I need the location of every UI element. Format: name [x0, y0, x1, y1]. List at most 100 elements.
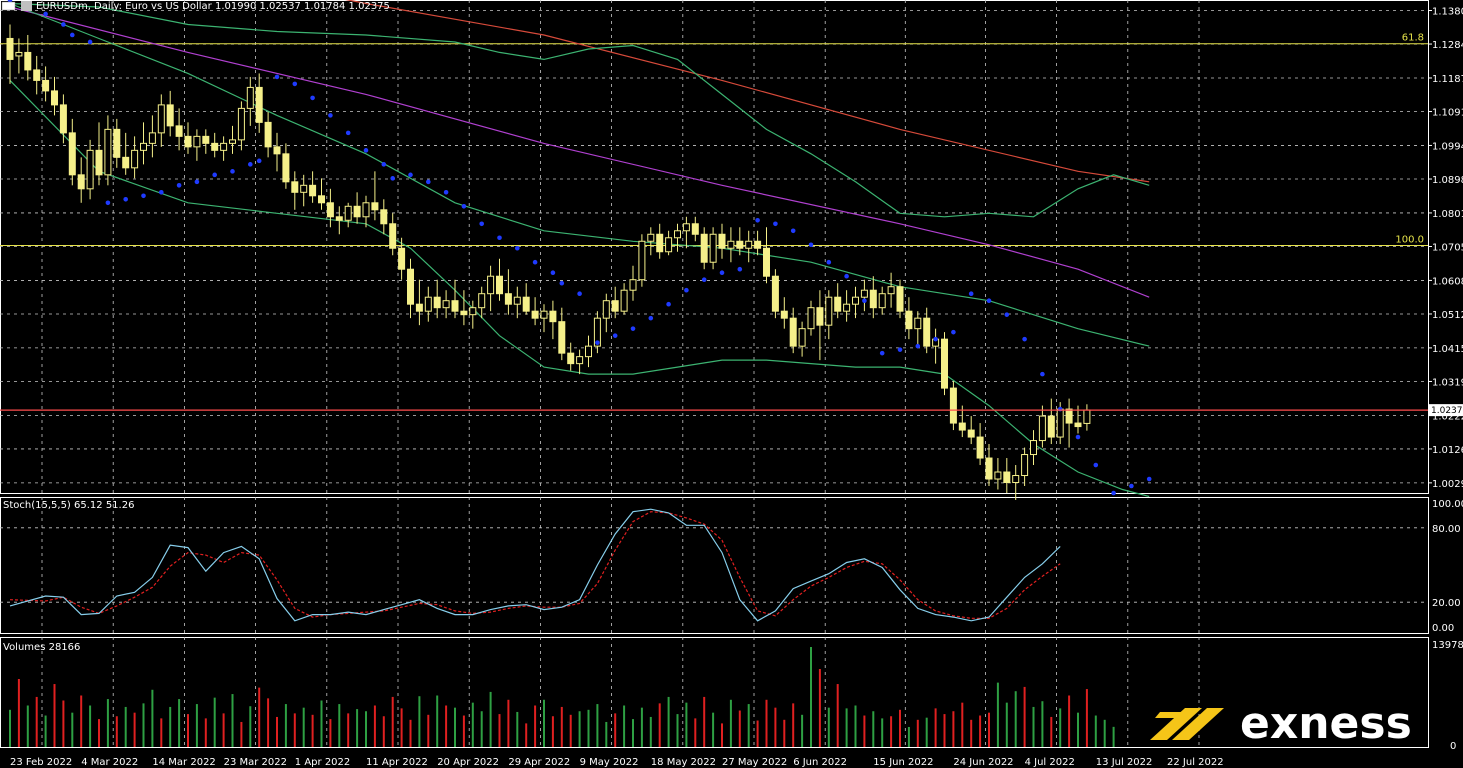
candle-body[interactable] — [994, 471, 1002, 480]
candle-body[interactable] — [709, 233, 717, 263]
candle-body[interactable] — [1056, 408, 1064, 438]
candle-body[interactable] — [398, 247, 406, 270]
candle-body[interactable] — [985, 457, 993, 480]
candle-body[interactable] — [763, 247, 770, 277]
candle-body[interactable] — [585, 345, 592, 358]
candle-body[interactable] — [674, 230, 681, 239]
stoch-signal-line[interactable] — [9, 511, 1061, 619]
candle-body[interactable] — [1012, 475, 1020, 484]
candle-body[interactable] — [380, 209, 388, 225]
candle-body[interactable] — [941, 338, 948, 389]
candle-body[interactable] — [175, 125, 183, 137]
candle-body[interactable] — [442, 300, 450, 309]
candle-body[interactable] — [68, 132, 76, 176]
candle-body[interactable] — [789, 317, 797, 347]
candle-body[interactable] — [852, 296, 859, 305]
candle-body[interactable] — [264, 121, 272, 148]
candle-body[interactable] — [1030, 440, 1037, 456]
candle-body[interactable] — [469, 307, 477, 316]
candle-body[interactable] — [371, 202, 379, 211]
candle-body[interactable] — [843, 303, 851, 312]
candle-body[interactable] — [878, 293, 886, 309]
candle-body[interactable] — [620, 289, 628, 312]
moving-average-longest[interactable] — [10, 0, 1150, 183]
candle-body[interactable] — [415, 303, 423, 312]
candle-body[interactable] — [860, 289, 868, 298]
candle-body[interactable] — [309, 184, 317, 197]
candle-body[interactable] — [42, 79, 50, 92]
candle-body[interactable] — [967, 429, 975, 438]
candle-body[interactable] — [157, 104, 165, 134]
candle-body[interactable] — [718, 233, 726, 249]
stochastic-panel[interactable] — [9, 508, 1061, 622]
candle-body[interactable] — [611, 300, 619, 312]
candle-body[interactable] — [6, 37, 14, 60]
candle-body[interactable] — [424, 296, 432, 312]
candle-body[interactable] — [771, 275, 779, 312]
chart-type-icon[interactable] — [21, 1, 32, 11]
candle-body[interactable] — [362, 202, 370, 218]
candle-body[interactable] — [549, 310, 557, 323]
candle-body[interactable] — [682, 223, 690, 232]
candle-body[interactable] — [300, 184, 308, 193]
candle-body[interactable] — [344, 205, 352, 221]
candle-body[interactable] — [798, 328, 806, 347]
candle-body[interactable] — [184, 135, 192, 148]
candle-body[interactable] — [148, 132, 156, 144]
candle-body[interactable] — [59, 104, 67, 134]
candle-body[interactable] — [780, 310, 788, 319]
candle-body[interactable] — [1021, 454, 1029, 477]
candle-body[interactable] — [211, 142, 219, 151]
candle-body[interactable] — [113, 128, 121, 158]
candle-body[interactable] — [736, 240, 744, 249]
candle-body[interactable] — [193, 135, 201, 148]
candle-body[interactable] — [665, 237, 673, 253]
candle-body[interactable] — [522, 296, 530, 312]
candle-body[interactable] — [95, 149, 103, 176]
candle-body[interactable] — [691, 223, 699, 235]
candle-body[interactable] — [504, 293, 512, 305]
candle-body[interactable] — [1003, 471, 1011, 484]
candle-body[interactable] — [1083, 409, 1091, 424]
candle-body[interactable] — [326, 202, 334, 218]
candle-body[interactable] — [700, 233, 708, 263]
candle-body[interactable] — [460, 310, 468, 316]
candle-body[interactable] — [335, 216, 343, 221]
candle-body[interactable] — [255, 86, 263, 123]
candle-body[interactable] — [567, 352, 575, 365]
candle-body[interactable] — [104, 128, 112, 176]
candle-body[interactable] — [451, 300, 459, 312]
candle-body[interactable] — [433, 296, 441, 309]
bollinger-upper[interactable] — [9, 2, 1150, 218]
candle-body[interactable] — [949, 387, 957, 424]
candle-body[interactable] — [558, 321, 566, 354]
window-icon[interactable] — [1, 1, 16, 11]
candle-body[interactable] — [220, 142, 228, 151]
candle-body[interactable] — [487, 275, 495, 295]
candle-body[interactable] — [576, 356, 584, 365]
candle-body[interactable] — [540, 310, 548, 319]
candle-body[interactable] — [727, 240, 735, 249]
candle-body[interactable] — [389, 223, 397, 249]
candle-body[interactable] — [923, 317, 931, 347]
candle-body[interactable] — [273, 146, 281, 155]
candle-body[interactable] — [754, 240, 762, 249]
candle-body[interactable] — [1038, 415, 1046, 442]
candle-body[interactable] — [237, 107, 245, 141]
candle-body[interactable] — [122, 156, 130, 169]
candle-body[interactable] — [887, 286, 895, 295]
stoch-main-line[interactable] — [9, 508, 1061, 622]
candle-body[interactable] — [629, 279, 637, 291]
candle-body[interactable] — [15, 51, 23, 57]
candle-body[interactable] — [896, 286, 904, 312]
candle-body[interactable] — [656, 233, 664, 253]
candle-body[interactable] — [282, 153, 290, 183]
price-panel[interactable]: 61.8 100.0 — [0, 0, 1428, 500]
candle-body[interactable] — [140, 142, 147, 151]
candle-body[interactable] — [202, 135, 210, 144]
candle-body[interactable] — [593, 317, 601, 347]
candle-body[interactable] — [1074, 422, 1082, 428]
candle-body[interactable] — [86, 149, 94, 190]
candle-body[interactable] — [353, 205, 361, 218]
candle-body[interactable] — [647, 233, 655, 242]
